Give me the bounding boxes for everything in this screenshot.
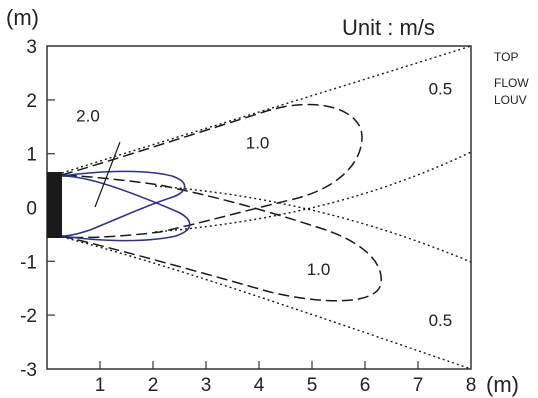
contour-0-5-upper-outer bbox=[61, 45, 472, 174]
y-tick-label: 3 bbox=[26, 37, 37, 58]
y-tick-label: 0 bbox=[26, 199, 37, 220]
y-tick-label: -1 bbox=[20, 252, 37, 273]
side-label-line-louver: LOUV bbox=[494, 93, 527, 107]
contour-2-0-lobe-lower bbox=[61, 175, 191, 242]
x-tick-label: 2 bbox=[148, 375, 159, 396]
x-axis-unit: (m) bbox=[486, 372, 519, 397]
contour-2-0-leader-line bbox=[94, 141, 121, 208]
contour-0-5 bbox=[61, 45, 472, 370]
y-tick-label: 1 bbox=[26, 145, 37, 166]
plot-frame bbox=[46, 45, 472, 370]
y-tick-label: -3 bbox=[20, 360, 37, 381]
y-axis-unit: (m) bbox=[6, 5, 39, 30]
x-tick-label: 4 bbox=[254, 375, 265, 396]
contour-0-5-lower-inner bbox=[154, 151, 472, 233]
y-axis: 3 2 1 0 -1 -2 -3 bbox=[20, 37, 55, 381]
contour-1-0-lower bbox=[61, 174, 382, 302]
contour-1-0-upper bbox=[61, 103, 363, 239]
contour-label: 0.5 bbox=[429, 311, 453, 330]
contour-2-0 bbox=[61, 141, 191, 242]
unit-label: Unit : m/s bbox=[342, 15, 435, 40]
contour-2-0-lobe-upper bbox=[61, 170, 186, 237]
contour-label: 1.0 bbox=[246, 133, 270, 152]
x-tick-label: 7 bbox=[413, 375, 424, 396]
x-tick-label: 5 bbox=[307, 375, 318, 396]
side-label-line-flow: FLOW bbox=[494, 76, 529, 90]
x-tick-label: 3 bbox=[201, 375, 212, 396]
contour-0-5-upper-inner bbox=[154, 185, 472, 263]
contour-0-5-lower-outer bbox=[61, 236, 472, 370]
x-axis: 1 2 3 4 5 6 7 8 bbox=[95, 361, 477, 396]
contour-label: 0.5 bbox=[429, 80, 453, 99]
side-label: TOP FLOW LOUV bbox=[494, 50, 529, 107]
contour-labels: 2.0 1.0 1.0 0.5 0.5 bbox=[76, 80, 452, 330]
y-tick-label: 2 bbox=[26, 91, 37, 112]
contour-label: 1.0 bbox=[307, 260, 331, 279]
x-tick-label: 1 bbox=[95, 375, 106, 396]
contour-label: 2.0 bbox=[76, 106, 100, 125]
x-tick-label: 6 bbox=[360, 375, 371, 396]
x-tick-label: 8 bbox=[466, 375, 477, 396]
contour-1-0 bbox=[61, 103, 382, 302]
y-tick-label: -2 bbox=[20, 306, 37, 327]
side-label-line-top: TOP bbox=[494, 50, 518, 64]
louver-block bbox=[47, 172, 62, 238]
